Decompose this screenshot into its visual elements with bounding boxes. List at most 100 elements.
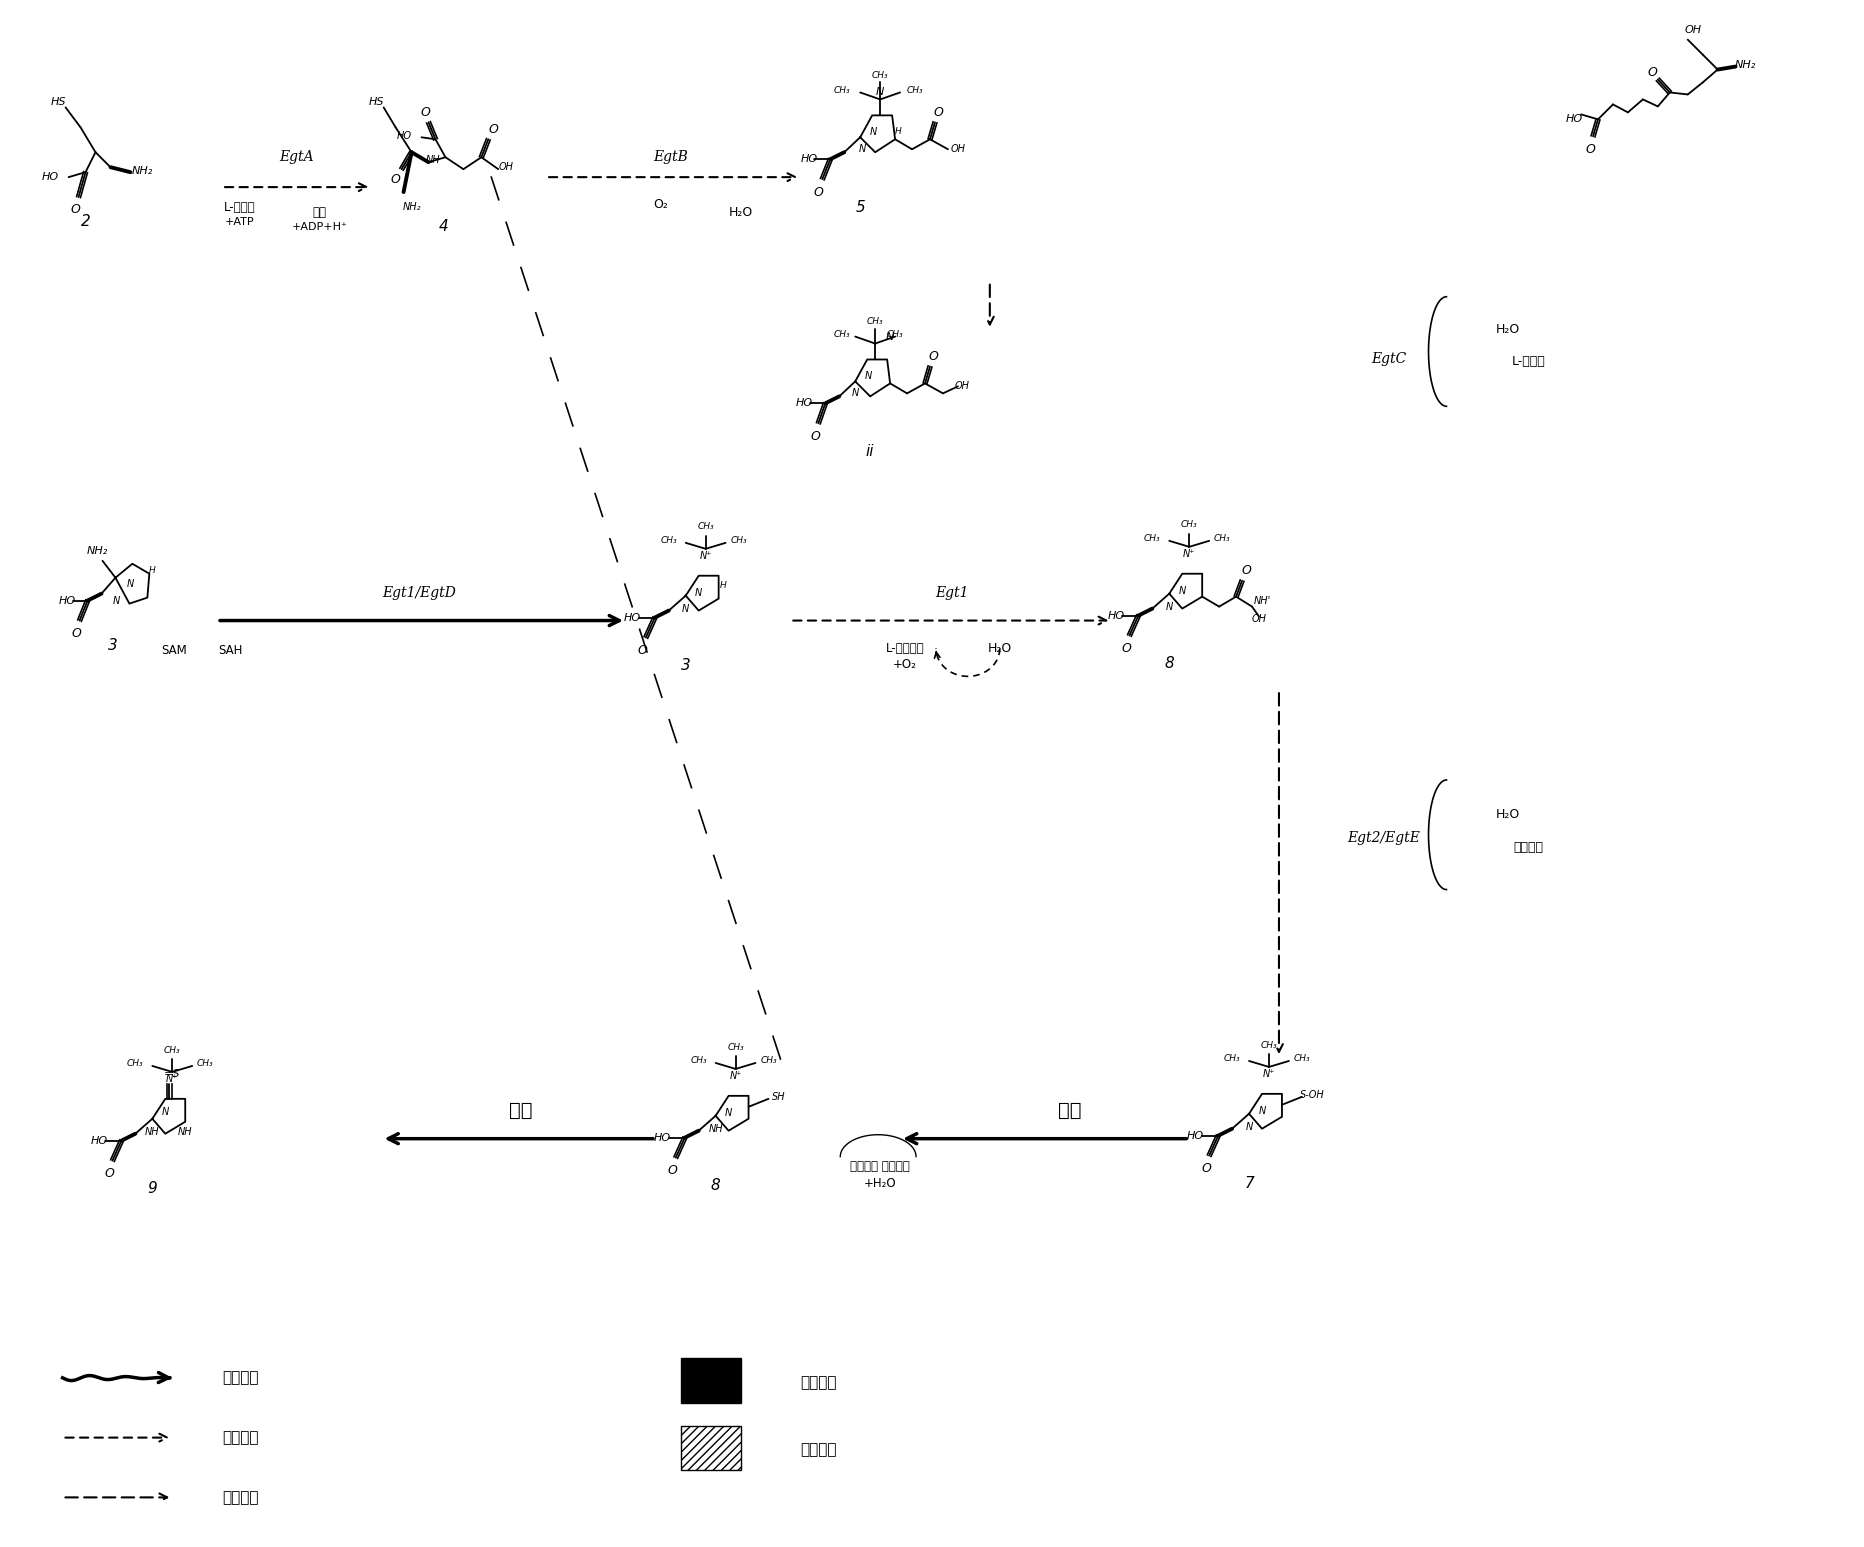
- Text: O: O: [813, 186, 824, 198]
- Text: O: O: [1648, 67, 1657, 79]
- Text: O: O: [1241, 565, 1251, 577]
- Text: CH₃: CH₃: [697, 523, 714, 531]
- Text: =S: =S: [164, 1069, 181, 1078]
- Text: O: O: [1200, 1162, 1212, 1176]
- Text: N: N: [852, 388, 859, 399]
- Text: L-谷氨酸: L-谷氨酸: [1512, 354, 1545, 368]
- Text: N: N: [865, 371, 872, 382]
- Text: O: O: [1584, 142, 1596, 156]
- Text: N: N: [114, 596, 119, 605]
- Text: H₂O: H₂O: [988, 642, 1012, 654]
- Text: +O₂: +O₂: [893, 657, 917, 671]
- Text: HO: HO: [1566, 114, 1583, 124]
- Text: O: O: [421, 105, 431, 119]
- Text: O: O: [104, 1166, 114, 1180]
- Text: O: O: [1122, 642, 1131, 654]
- Text: 8: 8: [1165, 656, 1174, 671]
- Text: N: N: [1258, 1106, 1266, 1115]
- Text: CH₃: CH₃: [1260, 1041, 1277, 1049]
- Text: OH: OH: [951, 144, 966, 155]
- Text: CH₃: CH₃: [1144, 534, 1161, 543]
- Text: Egt1: Egt1: [936, 586, 969, 600]
- Text: H: H: [895, 127, 902, 136]
- Text: HO: HO: [1187, 1131, 1204, 1140]
- Text: OH: OH: [500, 162, 514, 172]
- Text: O: O: [637, 644, 649, 657]
- FancyBboxPatch shape: [680, 1358, 740, 1403]
- Text: N⁺: N⁺: [1184, 549, 1195, 558]
- Text: CH₃: CH₃: [761, 1057, 777, 1066]
- Text: 自发: 自发: [1059, 1101, 1081, 1120]
- Text: CH₃: CH₃: [660, 537, 677, 546]
- Text: OH: OH: [1685, 25, 1702, 34]
- Text: EgtC: EgtC: [1372, 353, 1405, 367]
- Text: N: N: [695, 588, 703, 597]
- Text: CH₃: CH₃: [1213, 534, 1230, 543]
- Text: SAH: SAH: [218, 644, 242, 657]
- Text: N: N: [1245, 1122, 1253, 1132]
- Text: O: O: [488, 122, 498, 136]
- Text: NH: NH: [708, 1123, 723, 1134]
- Text: 3: 3: [680, 657, 690, 673]
- Text: HS: HS: [369, 97, 384, 107]
- Text: S-OH: S-OH: [1299, 1089, 1323, 1100]
- Text: HO: HO: [89, 1135, 108, 1146]
- Text: HO: HO: [800, 155, 816, 164]
- FancyBboxPatch shape: [680, 1426, 740, 1471]
- Text: N: N: [1165, 602, 1172, 611]
- Text: OH: OH: [1251, 614, 1266, 623]
- Text: N: N: [869, 127, 876, 138]
- Text: CH₃: CH₃: [872, 71, 889, 80]
- Text: N: N: [1178, 586, 1186, 596]
- Text: HO: HO: [796, 398, 813, 408]
- Text: NH: NH: [427, 155, 440, 166]
- Text: O: O: [928, 350, 938, 364]
- Text: N⁺: N⁺: [729, 1071, 742, 1081]
- Text: HS: HS: [50, 97, 67, 107]
- Text: N: N: [876, 88, 884, 97]
- Text: CH₃: CH₃: [906, 87, 923, 94]
- Text: 3: 3: [108, 637, 117, 653]
- Text: 细菌基因: 细菌基因: [800, 1442, 837, 1457]
- Text: 磷酸: 磷酸: [313, 206, 326, 218]
- Text: HO: HO: [58, 596, 76, 605]
- Text: N: N: [127, 579, 134, 589]
- Text: H₂O: H₂O: [1497, 809, 1521, 821]
- Text: EgtB: EgtB: [654, 150, 688, 164]
- Text: 丙酮酸铵: 丙酮酸铵: [1514, 842, 1543, 854]
- Text: 5: 5: [856, 200, 865, 215]
- Text: HO: HO: [624, 613, 641, 622]
- Text: CH₃: CH₃: [1294, 1055, 1310, 1063]
- Text: 真菌基因: 真菌基因: [800, 1375, 837, 1391]
- Text: NH: NH: [145, 1126, 160, 1137]
- Text: CH₃: CH₃: [887, 330, 904, 339]
- Text: ii: ii: [867, 444, 874, 458]
- Text: 8: 8: [710, 1177, 721, 1193]
- Text: H₂O: H₂O: [729, 206, 753, 218]
- Text: N⁺: N⁺: [166, 1074, 179, 1084]
- Text: 电子受体 电子供体: 电子受体 电子供体: [850, 1160, 910, 1173]
- Text: CH₃: CH₃: [727, 1043, 744, 1052]
- Text: CH₃: CH₃: [164, 1046, 181, 1055]
- Text: H: H: [149, 566, 157, 575]
- Text: O: O: [391, 173, 401, 186]
- Text: +ATP: +ATP: [226, 217, 255, 227]
- Text: N: N: [162, 1106, 170, 1117]
- Text: O: O: [934, 105, 943, 119]
- Text: N⁺: N⁺: [1262, 1069, 1275, 1078]
- Text: H₂O: H₂O: [1497, 323, 1521, 336]
- Text: NH': NH': [1253, 596, 1271, 605]
- Text: Egt2/EgtE: Egt2/EgtE: [1348, 831, 1420, 845]
- Text: N: N: [885, 331, 895, 342]
- Text: N: N: [725, 1108, 733, 1118]
- Text: L-半胱氨酸: L-半胱氨酸: [885, 642, 925, 654]
- Text: 4: 4: [438, 220, 449, 235]
- Text: O: O: [811, 430, 820, 442]
- Text: NH₂: NH₂: [403, 203, 421, 212]
- Text: O: O: [667, 1163, 678, 1177]
- Text: NH₂: NH₂: [88, 546, 108, 555]
- Text: HO: HO: [654, 1132, 671, 1143]
- Text: CH₃: CH₃: [690, 1057, 706, 1066]
- Text: 9: 9: [147, 1180, 157, 1196]
- Text: OH: OH: [954, 382, 969, 391]
